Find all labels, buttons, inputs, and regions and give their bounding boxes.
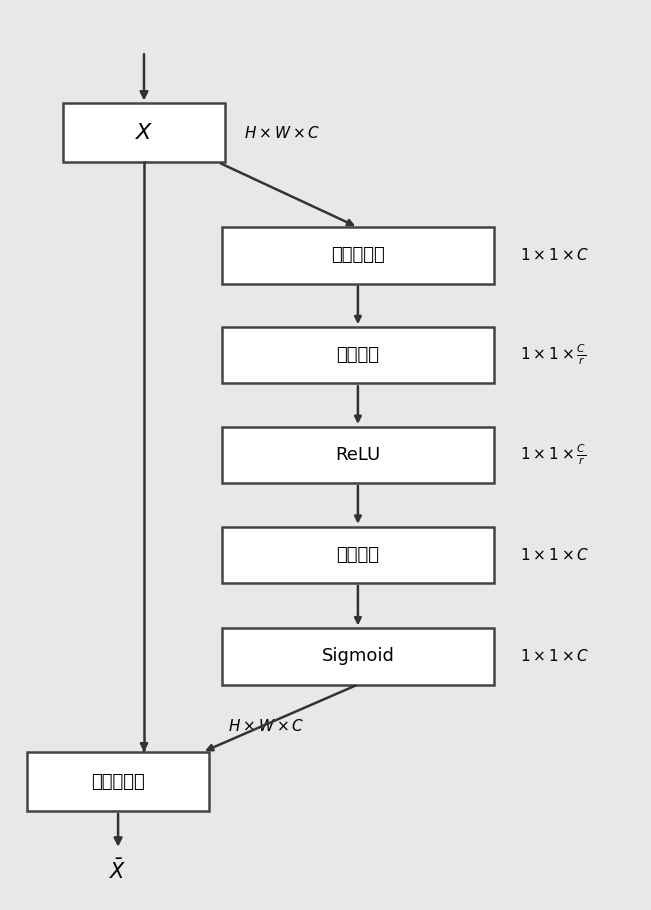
Text: $1\times 1\times \frac{C}{r}$: $1\times 1\times \frac{C}{r}$ bbox=[520, 443, 587, 467]
Bar bbox=[222, 527, 494, 583]
Text: $1\times 1\times C$: $1\times 1\times C$ bbox=[520, 649, 589, 664]
Bar bbox=[222, 427, 494, 483]
Text: $\bar{X}$: $\bar{X}$ bbox=[109, 859, 127, 883]
Text: Sigmoid: Sigmoid bbox=[322, 647, 395, 665]
Bar bbox=[222, 628, 494, 684]
Text: $1\times 1\times C$: $1\times 1\times C$ bbox=[520, 248, 589, 263]
Text: 特征重标定: 特征重标定 bbox=[91, 773, 145, 791]
Bar bbox=[27, 753, 209, 811]
Text: ReLU: ReLU bbox=[335, 446, 381, 464]
Text: 平均池化层: 平均池化层 bbox=[331, 247, 385, 265]
Text: 全连接层: 全连接层 bbox=[337, 546, 380, 564]
Text: $X$: $X$ bbox=[135, 123, 153, 143]
Bar bbox=[222, 228, 494, 284]
Bar bbox=[63, 104, 225, 162]
Text: $1\times 1\times \frac{C}{r}$: $1\times 1\times \frac{C}{r}$ bbox=[520, 343, 587, 368]
Text: $H\times W\times C$: $H\times W\times C$ bbox=[245, 125, 321, 141]
Text: $H\times W\times C$: $H\times W\times C$ bbox=[229, 718, 305, 734]
Text: 全连接层: 全连接层 bbox=[337, 346, 380, 364]
Bar bbox=[222, 327, 494, 383]
Text: $1\times 1\times C$: $1\times 1\times C$ bbox=[520, 547, 589, 562]
